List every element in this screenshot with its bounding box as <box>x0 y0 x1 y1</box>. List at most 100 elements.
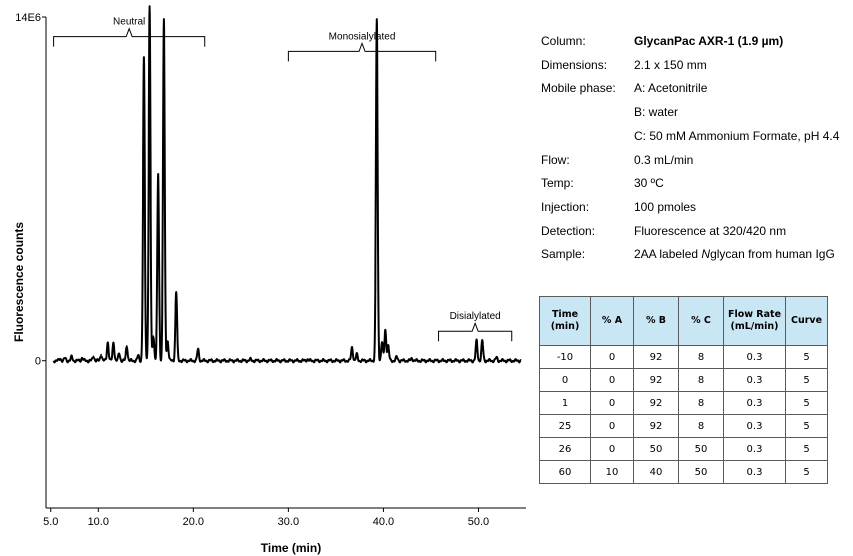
peak-point <box>475 340 478 342</box>
table-row: 26 0 50 50 0.3 5 <box>539 437 828 461</box>
peak-point <box>175 291 178 293</box>
peak-point <box>157 173 159 175</box>
gradient-cell: 5 <box>785 414 828 438</box>
gradient-cell: 25 <box>539 414 591 438</box>
peak-point <box>118 352 120 355</box>
peak-point <box>481 340 484 342</box>
peak-point <box>384 329 387 331</box>
gradient-cell: 92 <box>633 368 679 392</box>
gradient-cell: 10 <box>590 460 634 484</box>
condition-label: Flow: <box>541 152 570 167</box>
table-row: 60 10 40 50 0.3 5 <box>539 460 828 484</box>
gradient-cell: 92 <box>633 345 679 369</box>
condition-value: GlycanPac AXR-1 (1.9 µm) <box>634 34 784 48</box>
gradient-header-cell: Time (min) <box>539 296 591 346</box>
peak-point <box>249 358 252 361</box>
gradient-cell: 5 <box>785 460 828 484</box>
y-axis-label: Fluorescence counts <box>12 222 26 342</box>
condition-value-part: glycan from human IgG <box>710 247 835 262</box>
gradient-cell: 0.3 <box>723 368 786 392</box>
condition-value: 0.3 mL/min <box>634 152 694 167</box>
x-tick-label: 5.0 <box>43 516 58 528</box>
gradient-cell: 50 <box>678 437 724 461</box>
gradient-cell: 92 <box>633 391 679 415</box>
gradient-cell: 5 <box>785 345 828 369</box>
gradient-cell: 26 <box>539 437 591 461</box>
gradient-cell: 0.3 <box>723 437 786 461</box>
condition-value: B: water <box>634 105 679 120</box>
annotation-bracket <box>438 321 513 342</box>
condition-value: C: 50 mM Ammonium Formate, pH 4.4 <box>634 128 840 143</box>
gradient-cell: 60 <box>539 460 591 484</box>
condition-value: A: Acetonitrile <box>634 81 708 96</box>
peak-point <box>112 341 115 344</box>
condition-label: Dimensions: <box>541 57 608 72</box>
peak-point <box>387 345 389 347</box>
condition-label: Column: <box>541 34 586 48</box>
peak-point <box>351 346 353 348</box>
peak-point <box>106 341 109 344</box>
gradient-cell: 1 <box>539 391 591 415</box>
peak-point <box>356 353 358 356</box>
x-tick-label: 40.0 <box>373 516 394 528</box>
peak-point <box>411 357 413 360</box>
gradient-cell: -10 <box>539 345 591 369</box>
peak-point <box>148 6 151 8</box>
y-tick-label: 14E6 <box>15 12 41 24</box>
gradient-cell: 0.3 <box>723 460 786 484</box>
gradient-cell: 0 <box>590 391 634 415</box>
gradient-header-cell: % B <box>633 296 679 346</box>
gradient-cell: 0.3 <box>723 391 786 415</box>
peak-point <box>92 355 95 358</box>
x-tick-label: 10.0 <box>88 516 109 528</box>
gradient-cell: 5 <box>785 437 828 461</box>
gradient-cell: 0.3 <box>723 414 786 438</box>
condition-value: 100 pmoles <box>634 199 697 214</box>
gradient-header-cell: % A <box>590 296 634 346</box>
chromatogram-trace <box>52 5 522 364</box>
x-tick-label: 30.0 <box>278 516 299 528</box>
peak-point <box>81 356 83 359</box>
peak-point <box>143 57 145 60</box>
gradient-cell: 0 <box>590 345 634 369</box>
gradient-cell: 8 <box>678 368 724 392</box>
x-tick-label: 50.0 <box>468 516 489 528</box>
peak-point <box>64 357 66 360</box>
gradient-cell: 0.3 <box>723 345 786 369</box>
gradient-cell: 5 <box>785 368 828 392</box>
gradient-table-header: Time (min)% A% B% C Flow Rate (mL/min) Cur… <box>539 296 828 346</box>
annotation-bracket <box>53 27 206 47</box>
condition-value: Fluorescence at 320/420 nm <box>634 223 787 238</box>
peak-point <box>495 356 498 359</box>
gradient-cell: 0 <box>590 414 634 438</box>
condition-value-part: 2AA labeled <box>634 247 702 262</box>
table-row: 25 0 92 8 0.3 5 <box>539 414 828 438</box>
peak-point <box>166 340 169 342</box>
gradient-cell: 8 <box>678 391 724 415</box>
peak-point <box>197 348 199 351</box>
x-axis-label: Time (min) <box>261 541 321 555</box>
peak-point <box>59 357 62 360</box>
gradient-cell: 0 <box>590 368 634 392</box>
condition-label: Injection: <box>541 199 590 214</box>
peak-point <box>375 18 378 21</box>
gradient-cell: 0 <box>539 368 591 392</box>
condition-value-part: N <box>701 247 711 262</box>
gradient-cell: 40 <box>633 460 679 484</box>
gradient-cell: 50 <box>633 437 679 461</box>
annotation-label: Neutral <box>113 17 145 28</box>
gradient-header-cell: Curve <box>785 296 828 346</box>
condition-value: 2.1 x 150 mm <box>634 57 707 72</box>
gradient-cell: 5 <box>785 391 828 415</box>
condition-label: Detection: <box>541 223 596 238</box>
gradient-header-cell: % C <box>678 296 724 346</box>
peak-point <box>100 353 102 356</box>
annotation-label: Disialylated <box>450 311 501 322</box>
table-row: -10 0 92 8 0.3 5 <box>539 345 828 369</box>
peak-point <box>152 335 155 337</box>
annotation-bracket <box>287 41 437 62</box>
condition-label: Mobile phase: <box>541 81 616 96</box>
y-tick-label: 0 <box>35 356 41 368</box>
table-row: 1 0 92 8 0.3 5 <box>539 391 828 415</box>
x-tick-label: 20.0 <box>183 516 204 528</box>
